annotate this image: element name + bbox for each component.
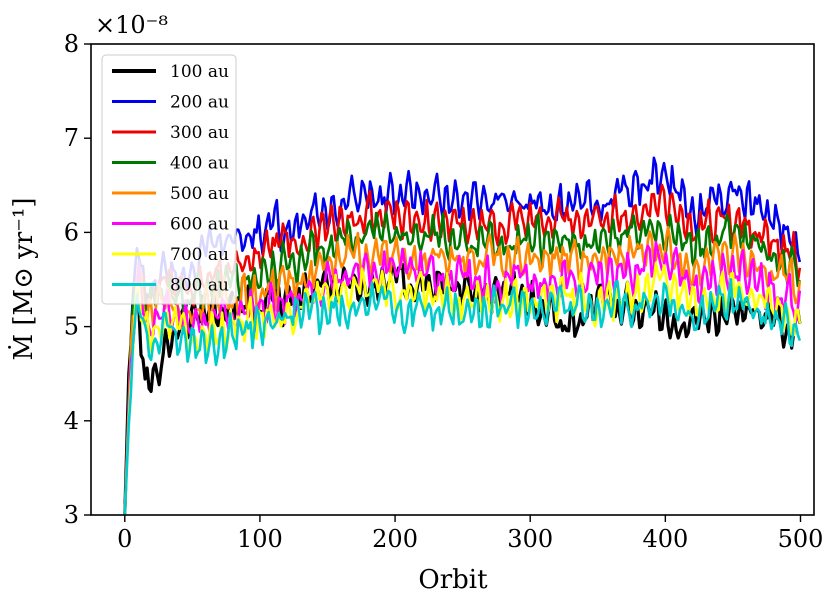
x-tick-label: 300 xyxy=(507,525,553,553)
x-tick-label: 400 xyxy=(642,525,688,553)
legend-label: 400 au xyxy=(170,154,229,174)
x-tick-label: 100 xyxy=(237,525,283,553)
series-layer xyxy=(123,156,802,515)
y-tick-label: 5 xyxy=(64,313,79,341)
legend-label: 200 au xyxy=(170,93,229,113)
legend: 100 au 200 au 300 au 400 au 500 au 600 au 700 … xyxy=(101,54,237,305)
x-tick-label: 500 xyxy=(778,525,824,553)
legend-label: 600 au xyxy=(170,215,229,235)
series-line-400au xyxy=(123,211,802,515)
x-tick-label: 200 xyxy=(372,525,418,553)
legend-label: 800 au xyxy=(170,276,229,296)
y-tick-label: 7 xyxy=(64,124,79,152)
legend-label: 300 au xyxy=(170,123,229,143)
series-line-300au xyxy=(123,183,802,515)
x-axis-title: Orbit xyxy=(418,565,488,595)
legend-box xyxy=(101,54,237,305)
y-tick-label: 6 xyxy=(64,218,79,246)
series-line-500au xyxy=(123,225,802,515)
y-tick-label: 8 xyxy=(64,30,79,58)
y-tick-label: 3 xyxy=(64,501,79,529)
y-multiplier: ×10⁻⁸ xyxy=(95,11,168,39)
y-tick-label: 4 xyxy=(64,407,79,435)
legend-label: 100 au xyxy=(170,62,229,82)
series-line-800au xyxy=(123,278,802,515)
y-axis-title: Ṁ [M⊙ yr⁻¹] xyxy=(8,197,39,360)
plot-frame xyxy=(90,43,815,516)
legend-label: 700 au xyxy=(170,245,229,265)
legend-label: 500 au xyxy=(170,184,229,204)
y-axis-ticks: 3 4 5 6 7 8 xyxy=(64,30,91,529)
x-tick-label: 0 xyxy=(117,525,132,553)
x-axis-ticks: 0 100 200 300 400 500 xyxy=(117,515,823,553)
